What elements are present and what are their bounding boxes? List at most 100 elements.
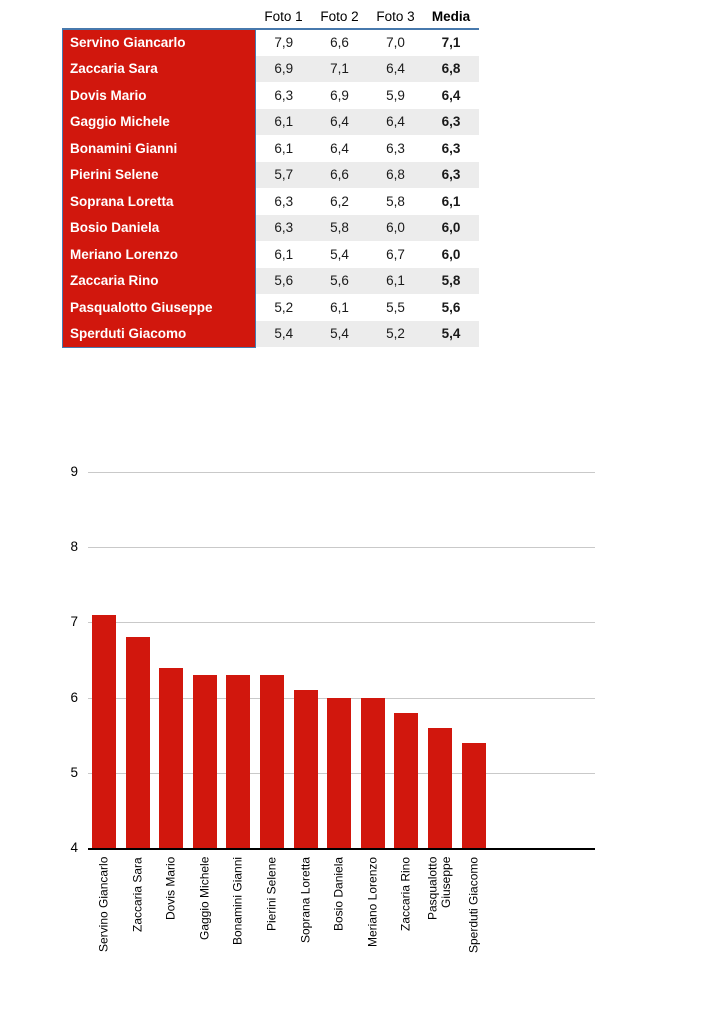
scores-table: Foto 1 Foto 2 Foto 3 Media Servino Giancarl… xyxy=(62,4,479,348)
media-cell: 6,4 xyxy=(441,87,461,103)
name-cell: Meriano Lorenzo xyxy=(62,241,256,268)
score-cell: 7,0 xyxy=(386,35,405,51)
score-cell: 6,1 xyxy=(274,140,294,156)
score-cell: 6,1 xyxy=(274,246,294,262)
name-cell: Bosio Daniela xyxy=(62,214,256,241)
media-cell: 6,3 xyxy=(423,108,479,135)
media-cell: 6,0 xyxy=(423,214,479,241)
chart-bar xyxy=(226,675,251,848)
x-axis-label: Dovis Mario xyxy=(163,857,178,921)
gridline-7 xyxy=(88,622,595,624)
table-row: Sperduti Giacomo 5,4 5,4 5,2 5,4 xyxy=(62,320,479,348)
score-cell: 6,0 xyxy=(367,214,424,241)
name-cell: Sperduti Giacomo xyxy=(62,320,256,348)
y-axis-label: 6 xyxy=(70,689,78,705)
score-cell: 6,7 xyxy=(386,246,405,262)
chart-bar xyxy=(260,675,284,848)
media-cell: 5,6 xyxy=(441,299,461,315)
name-cell: Pasqualotto Giuseppe xyxy=(62,294,256,321)
name-cell: Soprana Loretta xyxy=(62,188,256,215)
score-cell: 5,6 xyxy=(311,267,368,294)
chart-bar xyxy=(394,712,419,848)
score-cell: 6,6 xyxy=(311,161,368,188)
chart-bar xyxy=(428,727,452,848)
name-cell: Zaccaria Sara xyxy=(62,55,256,82)
table-row: Meriano Lorenzo 6,1 5,4 6,7 6,0 xyxy=(62,241,479,268)
x-axis-label: Zaccaria Sara xyxy=(129,857,144,932)
table-row: Zaccaria Sara 6,9 7,1 6,4 6,8 xyxy=(62,55,479,82)
header-row: Foto 1 Foto 2 Foto 3 Media xyxy=(62,4,479,30)
media-cell: 6,1 xyxy=(441,193,461,209)
y-axis-label: 5 xyxy=(70,764,78,780)
media-cell: 6,8 xyxy=(423,55,479,82)
column-header-3: Foto 3 xyxy=(367,4,424,30)
table-row: Servino Giancarlo 7,9 6,6 7,0 7,1 xyxy=(62,29,479,56)
score-cell: 5,7 xyxy=(255,161,312,188)
score-cell: 6,6 xyxy=(330,35,349,51)
table-row: Pasqualotto Giuseppe 5,2 6,1 5,5 5,6 xyxy=(62,294,479,321)
score-cell: 6,4 xyxy=(367,108,424,135)
x-axis-label: Bonamini Gianni xyxy=(230,857,245,946)
score-cell: 7,9 xyxy=(274,35,294,51)
table-row: Pierini Selene 5,7 6,6 6,8 6,3 xyxy=(62,161,479,188)
chart-bar xyxy=(327,697,352,848)
media-cell: 5,8 xyxy=(423,267,479,294)
x-axis-label: Sperduti Giacomo xyxy=(465,857,480,954)
x-axis-label: Servino Giancarlo xyxy=(96,857,111,953)
table-row: Zaccaria Rino 5,6 5,6 6,1 5,8 xyxy=(62,267,479,294)
x-axis-label: Gaggio Michele xyxy=(197,857,212,941)
media-cell: 6,0 xyxy=(441,246,461,262)
score-cell: 6,3 xyxy=(386,140,405,156)
x-axis-label: Meriano Lorenzo xyxy=(365,857,380,948)
score-cell: 6,9 xyxy=(330,87,349,103)
score-cell: 6,9 xyxy=(255,55,312,82)
score-cell: 5,4 xyxy=(330,246,349,262)
score-cell: 5,5 xyxy=(386,299,405,315)
y-axis-label: 8 xyxy=(70,539,78,555)
media-cell: 6,3 xyxy=(423,161,479,188)
score-cell: 6,4 xyxy=(367,55,424,82)
scores-table-header: Foto 1 Foto 2 Foto 3 Media xyxy=(62,4,479,30)
table-row: Soprana Loretta 6,3 6,2 5,8 6,1 xyxy=(62,188,479,215)
y-axis-label: 7 xyxy=(70,614,78,630)
chart-bar xyxy=(92,614,116,848)
chart-bar xyxy=(461,742,486,848)
scores-table-body: Servino Giancarlo 7,9 6,6 7,0 7,1 Zaccaria Sa… xyxy=(62,29,479,348)
score-cell: 6,1 xyxy=(255,108,312,135)
column-header-1: Foto 1 xyxy=(255,4,312,30)
score-cell: 6,8 xyxy=(367,161,424,188)
media-cell: 5,4 xyxy=(423,320,479,347)
corner-cell xyxy=(62,4,256,30)
score-cell: 6,3 xyxy=(255,214,312,241)
score-cell: 5,8 xyxy=(311,214,368,241)
y-axis-label: 9 xyxy=(70,464,78,479)
score-cell: 6,1 xyxy=(330,299,349,315)
score-cell: 6,4 xyxy=(311,108,368,135)
table-row: Bonamini Gianni 6,1 6,4 6,3 6,3 xyxy=(62,135,479,162)
score-cell: 6,3 xyxy=(274,87,294,103)
y-axis-label: 4 xyxy=(70,840,78,855)
score-cell: 5,2 xyxy=(274,299,294,315)
x-axis-label: Bosio Daniela xyxy=(331,857,346,932)
x-axis-label: Zaccaria Rino xyxy=(398,857,413,932)
name-cell: Gaggio Michele xyxy=(62,108,256,135)
score-cell: 5,9 xyxy=(386,87,405,103)
gridline-9 xyxy=(88,472,595,473)
x-axis-label: Pierini Selene xyxy=(264,857,279,932)
x-axis-label: Pasqualotto Giuseppe xyxy=(425,857,454,921)
column-header-4: Media xyxy=(423,4,479,30)
chart-bar xyxy=(293,690,318,848)
chart-bar xyxy=(125,637,150,848)
score-cell: 6,4 xyxy=(330,140,349,156)
x-axis-label: Soprana Loretta xyxy=(297,857,312,944)
column-header-2: Foto 2 xyxy=(311,4,368,30)
name-cell: Zaccaria Rino xyxy=(62,267,256,294)
chart-bar xyxy=(159,667,184,848)
media-cell: 7,1 xyxy=(441,35,461,51)
score-cell: 6,3 xyxy=(274,193,294,209)
score-cell: 6,1 xyxy=(367,267,424,294)
chart-bar xyxy=(192,675,217,848)
table-row: Gaggio Michele 6,1 6,4 6,4 6,3 xyxy=(62,108,479,135)
name-cell: Pierini Selene xyxy=(62,161,256,188)
